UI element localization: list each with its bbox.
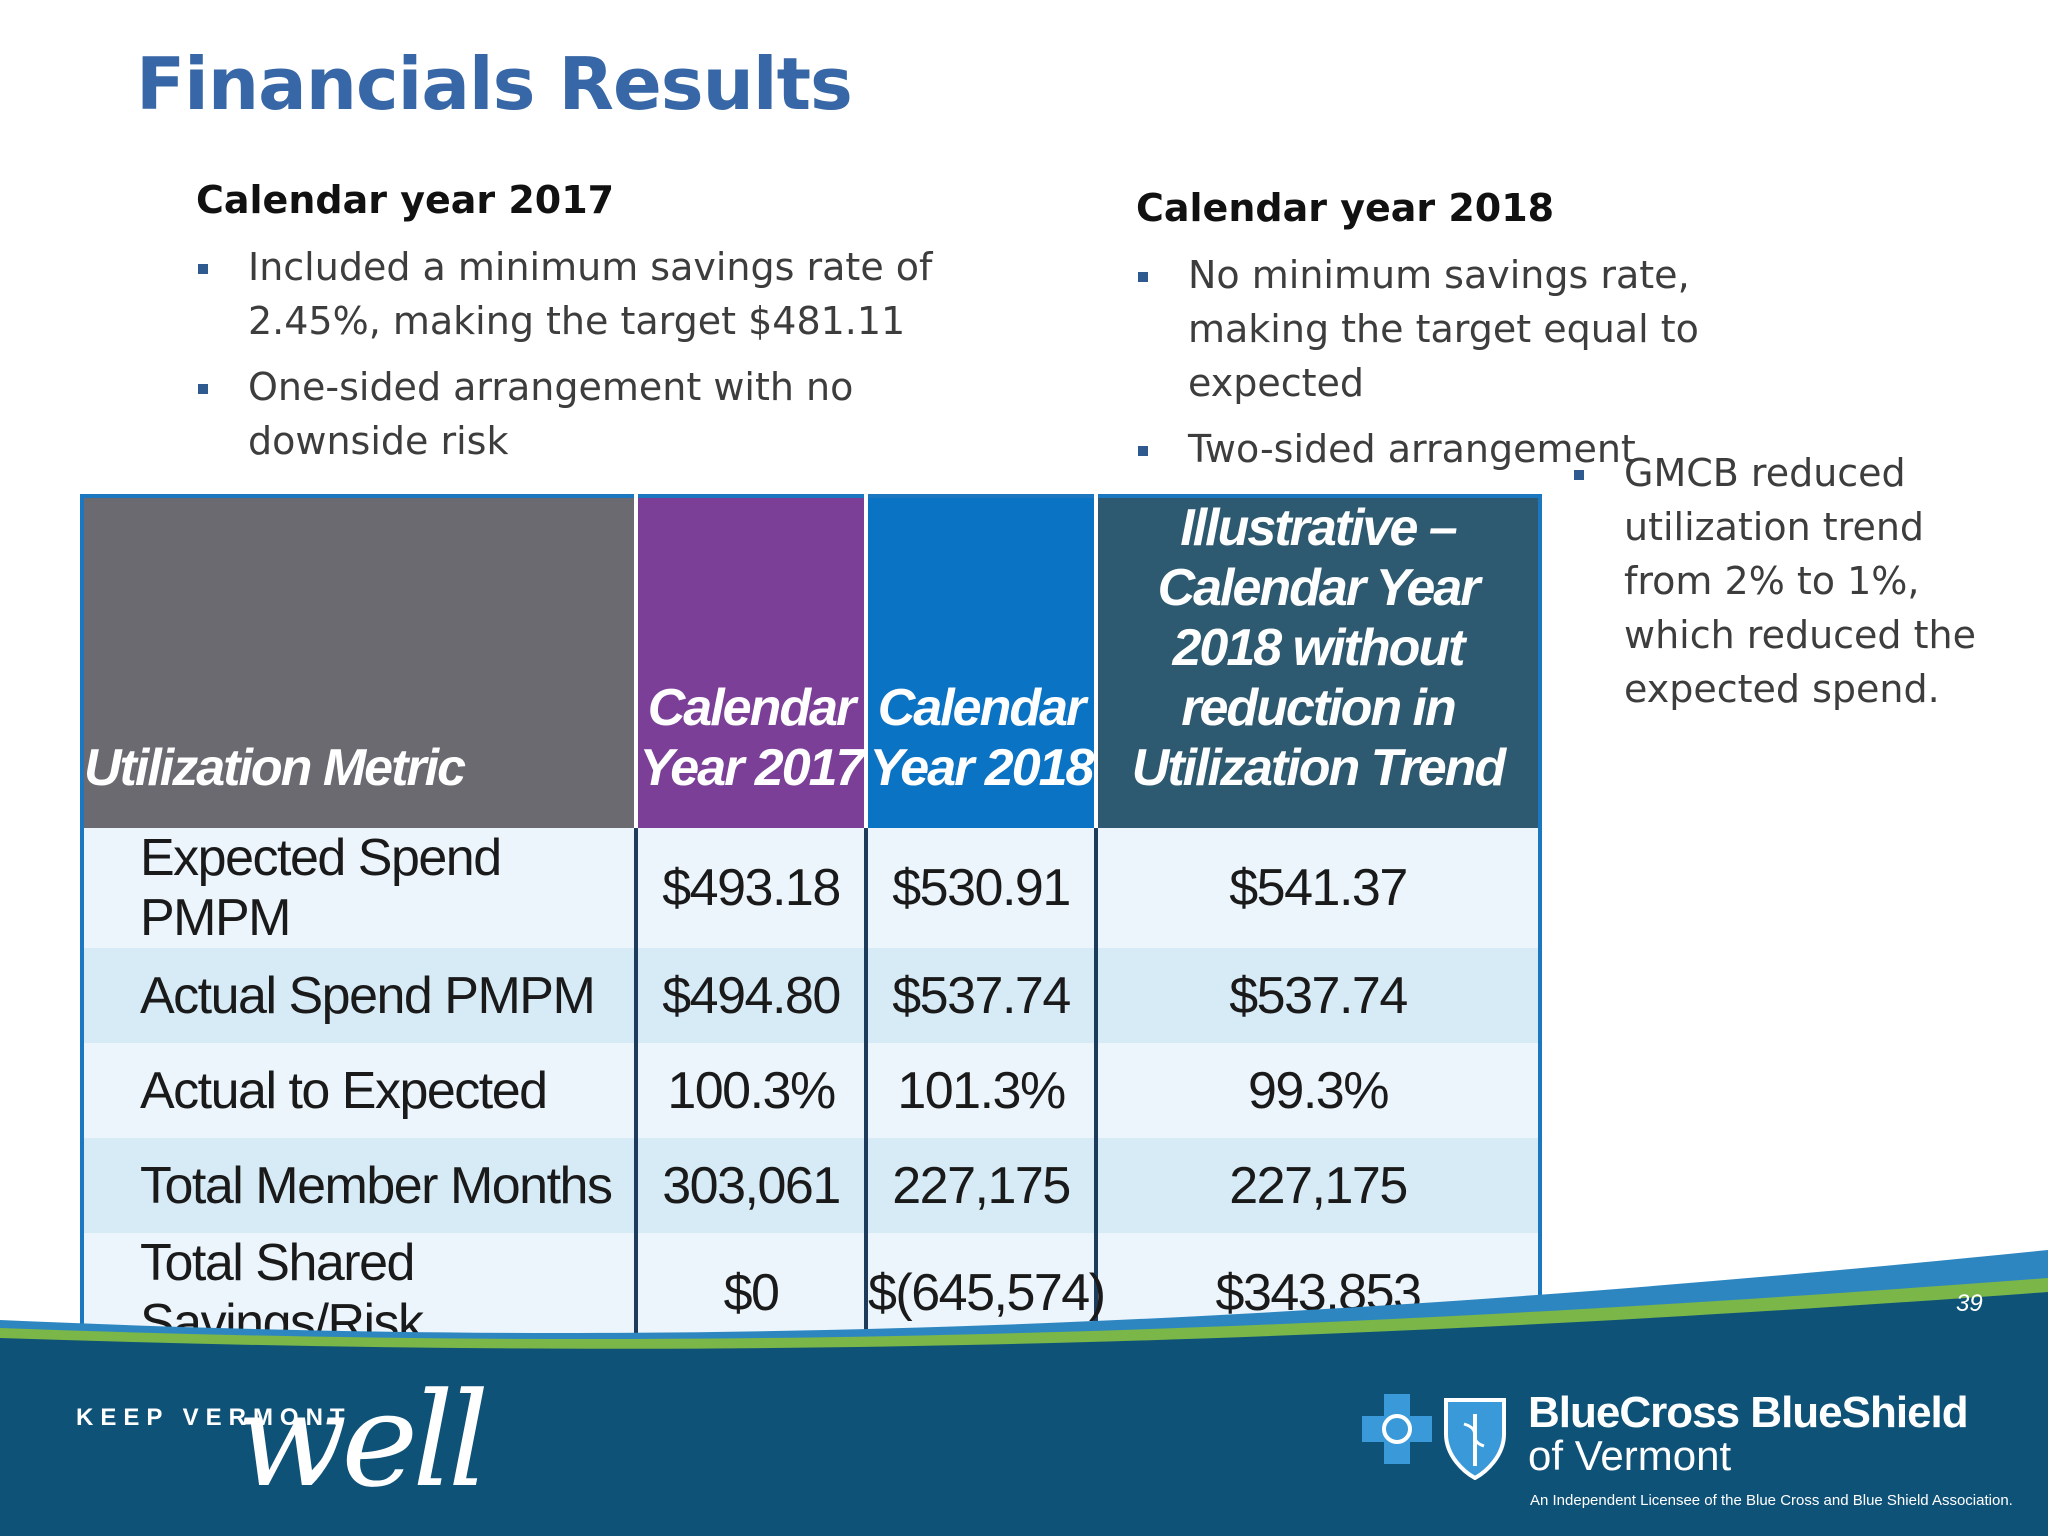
cell-illustrative: 227,175 — [1096, 1138, 1540, 1233]
cell-illustrative: $541.37 — [1096, 828, 1540, 948]
table-row: Actual to Expected 100.3% 101.3% 99.3% — [82, 1043, 1540, 1138]
bullet-item: Two-sided arrangement — [1136, 422, 1876, 476]
row-label: Expected Spend PMPM — [82, 828, 638, 948]
cell-2018: 101.3% — [866, 1043, 1098, 1138]
cell-illustrative: $537.74 — [1096, 948, 1540, 1043]
bullet-item: One-sided arrangement with no downside r… — [196, 360, 936, 468]
table-header-row: Utilization Metric Calendar Year 2017 Ca… — [82, 496, 1540, 828]
section-2017-heading: Calendar year 2017 — [196, 178, 615, 222]
bullet-text: No minimum savings rate, making the targ… — [1188, 253, 1699, 405]
col-header-metric: Utilization Metric — [82, 496, 638, 828]
page-number: 39 — [1956, 1290, 1983, 1317]
footer-band — [0, 1250, 2048, 1536]
cell-2018: $530.91 — [866, 828, 1098, 948]
bullet-square-icon — [1138, 272, 1148, 282]
bullet-square-icon — [198, 264, 208, 274]
footer-wave-graphic — [0, 1250, 2048, 1536]
row-label: Total Member Months — [82, 1138, 638, 1233]
side-note-text: GMCB reduced utilization trend from 2% t… — [1624, 451, 1976, 711]
table-row: Total Member Months 303,061 227,175 227,… — [82, 1138, 1540, 1233]
bullet-square-icon — [198, 384, 208, 394]
bullet-text: Two-sided arrangement — [1188, 427, 1636, 471]
section-2018-heading: Calendar year 2018 — [1136, 186, 1555, 230]
bullet-item: Included a minimum savings rate of 2.45%… — [196, 240, 936, 348]
bullet-text: Included a minimum savings rate of 2.45%… — [248, 245, 933, 343]
table-row: Expected Spend PMPM $493.18 $530.91 $541… — [82, 828, 1540, 948]
cell-2017: $493.18 — [636, 828, 868, 948]
row-label: Actual Spend PMPM — [82, 948, 638, 1043]
row-label: Actual to Expected — [82, 1043, 638, 1138]
slide-title: Financials Results — [136, 42, 853, 126]
bullet-square-icon — [1138, 446, 1148, 456]
section-2018-bullets: No minimum savings rate, making the targ… — [1136, 248, 1876, 476]
cell-2018: 227,175 — [866, 1138, 1098, 1233]
section-2017: Calendar year 2017 Included a minimum sa… — [196, 178, 936, 480]
cell-2017: 303,061 — [636, 1138, 868, 1233]
utilization-metrics-table: Utilization Metric Calendar Year 2017 Ca… — [80, 494, 1542, 1357]
cell-2018: $537.74 — [866, 948, 1098, 1043]
col-header-illustrative: Illustrative – Calendar Year 2018 withou… — [1096, 496, 1540, 828]
table-header: Utilization Metric Calendar Year 2017 Ca… — [82, 496, 1540, 828]
campaign-text: KEEP VERMONT — [76, 1404, 352, 1431]
bcbs-cross-shield-icon — [1362, 1394, 1506, 1480]
col-header-2017: Calendar Year 2017 — [636, 496, 868, 828]
brand-tagline: An Independent Licensee of the Blue Cros… — [1530, 1492, 2013, 1509]
bullet-item: No minimum savings rate, making the targ… — [1136, 248, 1816, 410]
col-header-2018: Calendar Year 2018 — [866, 496, 1098, 828]
cell-illustrative: 99.3% — [1096, 1043, 1540, 1138]
side-note: GMCB reduced utilization trend from 2% t… — [1572, 446, 2012, 728]
brand-subtitle: of Vermont — [1528, 1432, 1732, 1479]
table-row: Actual Spend PMPM $494.80 $537.74 $537.7… — [82, 948, 1540, 1043]
campaign-script-word: well — [236, 1364, 489, 1516]
section-2017-bullets: Included a minimum savings rate of 2.45%… — [196, 240, 936, 468]
brand-name: BlueCross BlueShield — [1528, 1388, 1969, 1437]
bullet-text: One-sided arrangement with no downside r… — [248, 365, 854, 463]
cell-2017: $494.80 — [636, 948, 868, 1043]
cell-2017: 100.3% — [636, 1043, 868, 1138]
section-2018: Calendar year 2018 No minimum savings ra… — [1136, 186, 1876, 488]
bullet-item: GMCB reduced utilization trend from 2% t… — [1572, 446, 2012, 716]
bullet-square-icon — [1574, 470, 1584, 480]
